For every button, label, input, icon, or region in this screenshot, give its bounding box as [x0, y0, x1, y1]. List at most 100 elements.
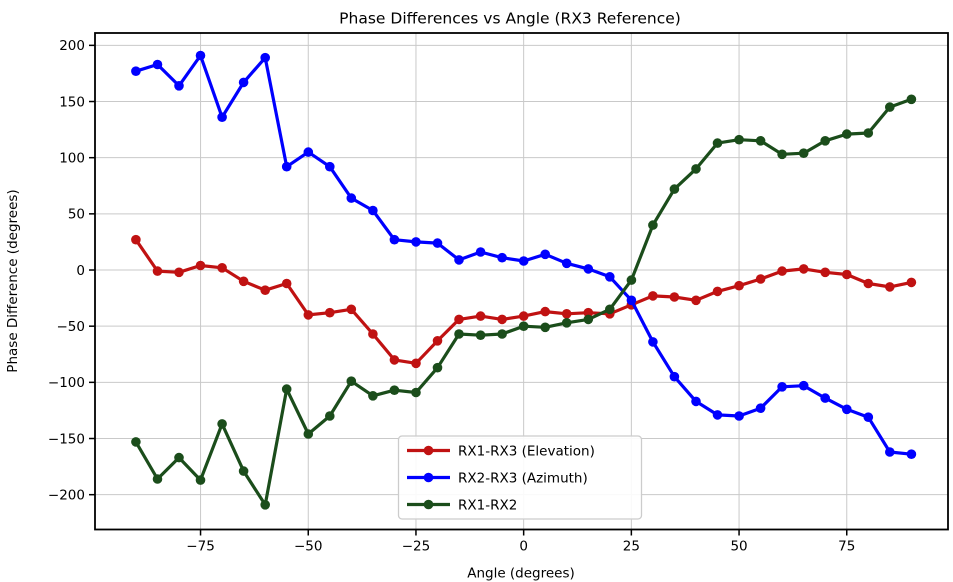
data-point-marker [626, 295, 637, 306]
data-point-marker [195, 260, 206, 271]
y-tick-label: 50 [68, 207, 85, 223]
plot-frame [94, 32, 949, 531]
data-point-marker [475, 330, 486, 341]
data-point-marker [518, 256, 529, 266]
x-tick-label: 0 [519, 539, 528, 555]
data-point-marker [518, 321, 529, 332]
data-point-marker [777, 382, 787, 392]
data-point-marker [346, 376, 357, 387]
legend-item-label: RX1-RX2 [458, 497, 517, 513]
y-tick-label: −200 [48, 487, 85, 503]
data-point-marker [820, 393, 830, 403]
data-point-marker [777, 149, 787, 160]
data-point-marker [561, 258, 572, 269]
data-point-marker [755, 403, 766, 414]
data-point-marker [648, 220, 658, 230]
data-point-marker [325, 307, 335, 318]
data-point-marker [885, 447, 895, 457]
data-point-marker [195, 475, 206, 485]
data-point-marker [260, 285, 271, 296]
data-point-marker [540, 306, 550, 317]
data-point-marker [152, 59, 163, 70]
data-point-marker [195, 50, 206, 61]
legend-swatch-marker [423, 499, 434, 510]
y-tick-label: −50 [57, 319, 86, 335]
data-point-marker [260, 52, 271, 63]
data-point-marker [281, 278, 292, 289]
data-point-marker [475, 247, 486, 257]
data-point-marker [755, 274, 766, 284]
legend-box [397, 435, 643, 520]
data-point-marker [217, 419, 227, 429]
data-point-marker [174, 81, 184, 91]
data-point-marker [906, 277, 917, 288]
data-point-marker [734, 134, 744, 145]
data-point-marker [497, 252, 507, 263]
data-point-marker [669, 292, 680, 302]
data-point-marker [540, 322, 550, 333]
data-point-marker [238, 276, 249, 287]
data-point-marker [734, 280, 744, 291]
data-point-marker [755, 136, 766, 146]
data-point-marker [863, 278, 874, 289]
data-point-marker [281, 384, 292, 394]
data-point-marker [648, 291, 658, 301]
data-point-marker [238, 466, 249, 476]
data-point-marker [303, 429, 314, 439]
legend-swatch-marker [423, 472, 434, 483]
data-point-marker [798, 380, 809, 391]
data-point-marker [497, 314, 507, 325]
y-tick-label: 0 [76, 263, 85, 279]
data-point-marker [368, 205, 378, 216]
data-point-marker [432, 362, 443, 373]
y-axis-label: Phase Difference (degrees) [5, 189, 21, 372]
data-point-marker [152, 266, 163, 276]
data-point-marker [863, 128, 874, 138]
data-point-marker [325, 161, 335, 172]
y-tick-label: 100 [59, 150, 85, 166]
data-point-marker [540, 249, 550, 260]
data-point-marker [885, 102, 895, 112]
y-tick-label: 200 [59, 38, 85, 54]
data-point-marker [626, 275, 637, 285]
y-tick-label: −150 [48, 431, 85, 447]
data-point-marker [906, 94, 917, 105]
data-point-marker [368, 391, 378, 401]
data-point-marker [346, 304, 357, 315]
x-tick-label: −75 [186, 539, 215, 555]
x-tick-label: 75 [838, 539, 855, 555]
data-point-marker [691, 295, 701, 306]
data-point-marker [281, 161, 292, 172]
x-tick-label: −50 [294, 539, 323, 555]
y-tick-label: 150 [59, 94, 85, 110]
data-point-marker [303, 147, 314, 157]
data-point-marker [389, 385, 400, 396]
data-point-marker [475, 311, 486, 321]
data-point-marker [648, 337, 658, 347]
data-point-marker [131, 437, 141, 447]
data-point-marker [583, 307, 594, 318]
data-point-marker [885, 282, 895, 292]
legend-swatch-marker [423, 445, 434, 456]
data-point-marker [411, 237, 421, 247]
axis-layer: −75 −50 −25 0 25 50 75 200 150 100 50 0 −50 −100 −150 −… [48, 32, 949, 555]
data-point-marker [583, 314, 594, 325]
data-point-marker [820, 267, 830, 278]
x-tick-label: 50 [730, 539, 747, 555]
data-point-marker [863, 412, 874, 423]
data-point-marker [712, 138, 723, 148]
data-point-marker [389, 355, 400, 365]
y-tick-label: −100 [48, 375, 85, 391]
data-point-marker [798, 148, 809, 158]
data-point-marker [303, 310, 314, 320]
data-point-marker [669, 184, 680, 194]
legend-item-label: RX1-RX3 (Elevation) [458, 443, 595, 459]
data-point-marker [734, 411, 744, 421]
data-point-marker [497, 329, 507, 339]
data-point-marker [842, 404, 852, 415]
legend: RX1-RX3 (Elevation) RX2-RX3 (Azimuth) RX1-… [397, 435, 643, 520]
data-point-marker [906, 449, 917, 460]
data-point-marker [131, 66, 141, 76]
data-point-marker [712, 286, 723, 297]
data-point-marker [561, 309, 572, 319]
